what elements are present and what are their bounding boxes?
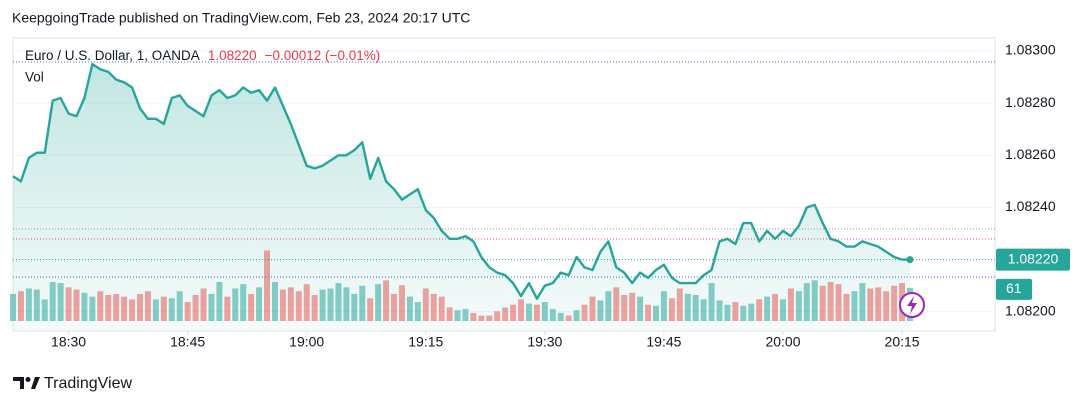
price-tag-label: 1.08220 <box>1008 250 1059 266</box>
x-tick-label: 19:15 <box>408 334 443 350</box>
x-tick-label: 18:30 <box>51 334 86 350</box>
volume-tag-label: 61 <box>1006 280 1022 296</box>
x-tick-label: 19:30 <box>527 334 562 350</box>
x-tick-label: 20:00 <box>765 334 800 350</box>
x-tick-label: 19:45 <box>646 334 681 350</box>
x-tick-label: 19:00 <box>289 334 324 350</box>
x-tick-label: 18:45 <box>170 334 205 350</box>
y-tick-label: 1.08300 <box>1005 42 1056 58</box>
y-tick-label: 1.08280 <box>1005 94 1056 110</box>
y-tick-label: 1.08240 <box>1005 198 1056 214</box>
x-tick-label: 20:15 <box>885 334 920 350</box>
legend-price: 1.08220 <box>208 48 257 63</box>
y-tick-label: 1.08200 <box>1005 302 1056 318</box>
last-point <box>906 256 914 264</box>
brand: TradingView <box>44 375 132 392</box>
symbol: Euro / U.S. Dollar, 1, OANDA 1.08220 −0.00… <box>25 48 380 63</box>
volume-legend: Vol <box>25 70 44 85</box>
volume-tag <box>996 278 1032 300</box>
alert-bolt <box>907 296 917 314</box>
price-line <box>12 62 910 300</box>
published-title: KeepgoingTrade published on TradingView.… <box>12 10 470 26</box>
brand-logo <box>13 377 40 389</box>
price-area <box>13 64 910 330</box>
y-tick-label: 1.08260 <box>1005 146 1056 162</box>
legend-change: −0.00012 (−0.01%) <box>265 48 381 63</box>
symbol-name: Euro / U.S. Dollar, 1, OANDA <box>25 48 200 63</box>
price-tag <box>996 248 1070 271</box>
